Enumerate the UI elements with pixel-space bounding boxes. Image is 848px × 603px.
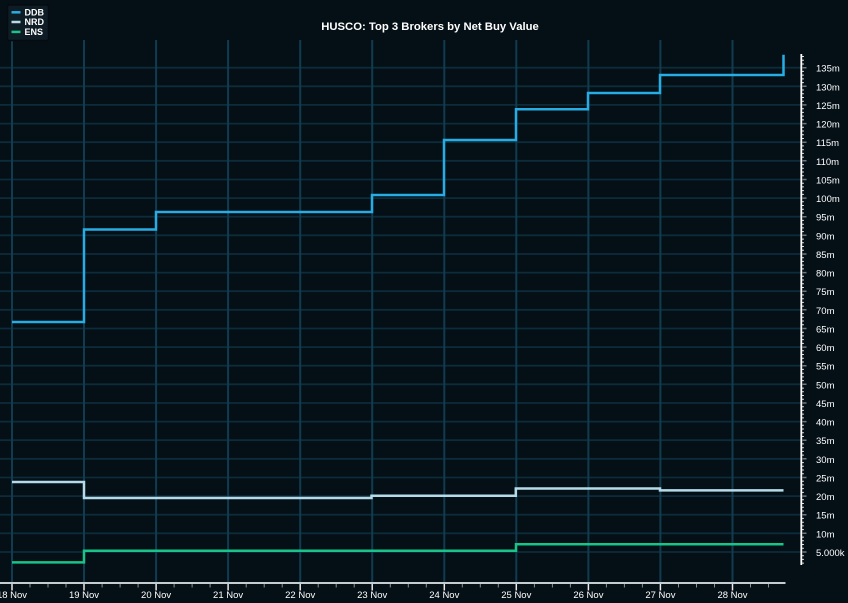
svg-text:NRD: NRD	[25, 17, 45, 27]
svg-text:60m: 60m	[816, 343, 835, 354]
svg-text:55m: 55m	[816, 362, 835, 373]
svg-text:26 Nov: 26 Nov	[573, 590, 603, 601]
svg-text:115m: 115m	[816, 138, 839, 149]
svg-text:20m: 20m	[816, 492, 835, 503]
svg-text:30m: 30m	[816, 455, 835, 466]
svg-text:22 Nov: 22 Nov	[285, 590, 315, 601]
svg-text:ENS: ENS	[25, 27, 44, 37]
svg-text:19 Nov: 19 Nov	[69, 590, 99, 601]
svg-text:HUSCO: Top 3 Brokers by Net Bu: HUSCO: Top 3 Brokers by Net Buy Value	[321, 21, 539, 33]
svg-text:DDB: DDB	[25, 7, 45, 17]
svg-text:90m: 90m	[816, 231, 835, 242]
svg-text:135m: 135m	[816, 64, 840, 75]
svg-text:28 Nov: 28 Nov	[717, 590, 747, 601]
svg-text:5.000k: 5.000k	[816, 548, 845, 559]
svg-text:23 Nov: 23 Nov	[357, 590, 387, 601]
svg-text:65m: 65m	[816, 325, 835, 336]
svg-text:110m: 110m	[816, 157, 839, 168]
svg-text:105m: 105m	[816, 176, 840, 187]
svg-text:10m: 10m	[816, 529, 835, 540]
svg-text:27 Nov: 27 Nov	[645, 590, 675, 601]
svg-text:100m: 100m	[816, 194, 840, 205]
svg-text:130m: 130m	[816, 82, 840, 93]
svg-text:21 Nov: 21 Nov	[213, 590, 243, 601]
svg-text:95m: 95m	[816, 213, 835, 224]
svg-text:18 Nov: 18 Nov	[0, 590, 27, 601]
svg-text:24 Nov: 24 Nov	[429, 590, 459, 601]
svg-text:125m: 125m	[816, 101, 840, 112]
svg-text:35m: 35m	[816, 436, 835, 447]
svg-text:45m: 45m	[816, 399, 835, 410]
svg-text:120m: 120m	[816, 120, 840, 131]
svg-text:25 Nov: 25 Nov	[501, 590, 531, 601]
svg-text:15m: 15m	[816, 511, 835, 522]
svg-text:70m: 70m	[816, 306, 835, 317]
svg-text:25m: 25m	[816, 474, 835, 485]
svg-text:40m: 40m	[816, 418, 835, 429]
svg-text:50m: 50m	[816, 380, 835, 391]
svg-text:75m: 75m	[816, 287, 835, 298]
svg-text:85m: 85m	[816, 250, 835, 261]
svg-text:80m: 80m	[816, 269, 835, 280]
svg-text:20 Nov: 20 Nov	[141, 590, 171, 601]
